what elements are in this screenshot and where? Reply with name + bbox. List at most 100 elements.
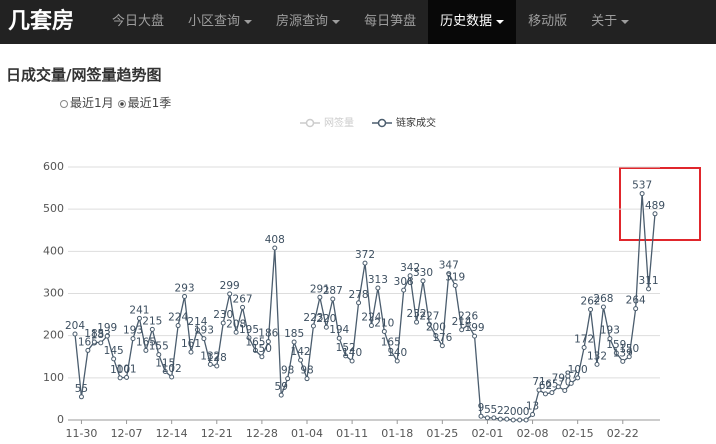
data-label: 227	[419, 310, 439, 322]
data-label: 65	[545, 379, 558, 391]
data-label: 70	[558, 376, 571, 388]
nav-item[interactable]: 历史数据	[428, 0, 517, 44]
y-tick-label: 500	[43, 202, 64, 215]
data-point	[162, 369, 168, 375]
data-point	[414, 319, 420, 325]
data-label: 262	[581, 296, 601, 308]
data-point	[562, 387, 568, 393]
data-label: 210	[374, 317, 394, 329]
data-label: 128	[207, 352, 227, 364]
data-point	[420, 278, 426, 284]
x-tick-label: 11-30	[65, 427, 97, 440]
data-point	[188, 349, 194, 355]
data-label: 489	[645, 200, 665, 212]
data-point	[381, 328, 387, 334]
nav-item[interactable]: 小区查询	[176, 0, 264, 44]
data-label: 347	[439, 260, 459, 272]
data-label: 193	[600, 325, 620, 337]
nav-label[interactable]: 小区查询	[188, 14, 241, 29]
data-label: 537	[632, 180, 652, 192]
caret[interactable]	[621, 19, 630, 24]
nav-item[interactable]: 每日笋盘	[352, 0, 428, 44]
data-label: 195	[239, 324, 259, 336]
data-label: 55	[75, 383, 88, 395]
data-label: 140	[342, 347, 362, 359]
x-tick-label: 01-11	[336, 427, 368, 440]
data-label: 193	[194, 325, 214, 337]
data-label: 291	[310, 283, 330, 295]
x-tick-label: 01-04	[291, 427, 323, 440]
nav-item[interactable]: 今日大盘	[100, 0, 176, 44]
data-label: 194	[329, 324, 349, 336]
radio[interactable]	[60, 100, 68, 108]
nav-label[interactable]: 每日笋盘	[364, 14, 417, 29]
x-tick-label: 12-28	[246, 427, 278, 440]
data-point	[368, 323, 374, 329]
caret[interactable]	[332, 19, 341, 24]
data-point	[375, 285, 381, 291]
data-label: 132	[587, 350, 607, 362]
data-point	[639, 191, 645, 197]
data-point	[298, 357, 304, 363]
logo[interactable]: 几套房	[8, 9, 75, 34]
nav-label[interactable]: 房源查询	[276, 14, 329, 29]
data-label: 172	[574, 333, 594, 345]
data-label: 226	[458, 311, 478, 323]
radio[interactable]	[117, 100, 126, 108]
nav-label[interactable]: 历史数据	[440, 14, 493, 29]
range-option[interactable]: 最近1月	[60, 94, 114, 111]
data-point	[626, 354, 632, 360]
data-point	[78, 394, 84, 400]
y-tick-label: 600	[43, 160, 64, 173]
nav-item[interactable]: 关于	[579, 0, 641, 44]
option-label[interactable]: 最近1月	[70, 96, 114, 110]
data-label: 59	[275, 381, 288, 393]
data-point	[252, 347, 258, 353]
data-label: 0	[516, 406, 523, 418]
nav-bar: 几套房 今日大盘 小区查询 房源查询 每日笋盘 历史数据 移动版 关于	[0, 0, 716, 44]
data-point	[472, 333, 478, 339]
data-point	[478, 413, 484, 419]
data-label: 9	[478, 402, 485, 414]
nav-label[interactable]: 关于	[591, 14, 618, 29]
data-label: 165	[78, 336, 98, 348]
data-label: 161	[181, 338, 201, 350]
y-tick-label: 200	[43, 329, 64, 342]
nav-label[interactable]: 移动版	[528, 14, 568, 29]
data-point	[246, 335, 252, 341]
y-tick-label: 400	[43, 244, 64, 257]
data-point	[330, 296, 336, 302]
nav-label[interactable]: 今日大盘	[112, 14, 165, 29]
data-point	[259, 354, 265, 360]
data-label: 101	[117, 363, 137, 375]
legend-marker	[305, 118, 315, 128]
data-point	[265, 339, 271, 345]
y-tick-label: 300	[43, 287, 64, 300]
data-point	[149, 326, 155, 332]
nav-item[interactable]: 房源查询	[264, 0, 352, 44]
data-label: 215	[142, 315, 162, 327]
data-point	[452, 282, 458, 288]
data-point	[600, 304, 606, 310]
data-point	[214, 363, 220, 369]
data-point	[594, 361, 600, 367]
data-point	[517, 417, 523, 423]
data-point	[156, 352, 162, 358]
data-point	[240, 304, 246, 310]
data-point	[136, 315, 142, 321]
data-point	[407, 273, 413, 279]
caret[interactable]	[496, 19, 505, 24]
data-point	[439, 343, 445, 349]
data-point	[291, 339, 297, 345]
data-label: 140	[387, 347, 407, 359]
data-point	[85, 347, 91, 353]
data-point	[459, 327, 465, 333]
data-point	[343, 353, 349, 359]
caret[interactable]	[244, 19, 253, 24]
data-label: 223	[303, 312, 323, 324]
range-option[interactable]: 最近1季	[117, 94, 172, 111]
nav-item[interactable]: 移动版	[516, 0, 579, 44]
option-label[interactable]: 最近1季	[127, 96, 172, 110]
data-point	[130, 336, 136, 342]
